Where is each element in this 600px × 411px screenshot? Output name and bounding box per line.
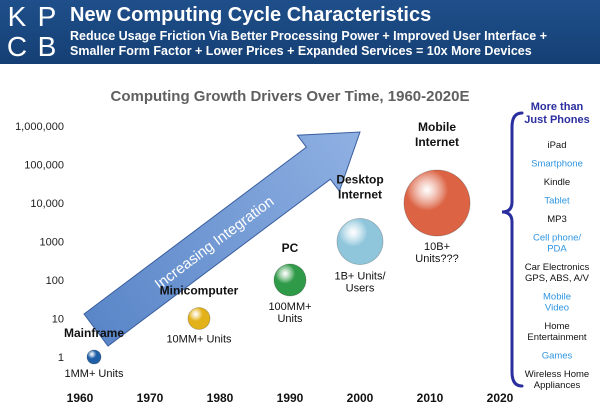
series-caption: 100MM+ Units bbox=[268, 301, 311, 325]
y-tick-label: 100,000 bbox=[24, 160, 64, 172]
page-subtitle: Reduce Usage Friction Via Better Process… bbox=[70, 29, 548, 58]
side-panel-item: Cell phone/PDA bbox=[533, 233, 581, 255]
y-tick-label: 1,000,000 bbox=[15, 121, 64, 133]
page-title: New Computing Cycle Characteristics bbox=[70, 4, 432, 26]
series-name: Minicomputer bbox=[160, 284, 239, 298]
series-caption: 1MM+ Units bbox=[65, 368, 124, 380]
side-panel-item: iPad bbox=[547, 140, 566, 151]
x-tick-label: 2010 bbox=[417, 391, 444, 405]
x-tick-label: 1960 bbox=[67, 391, 94, 405]
bubble-minicomputer bbox=[187, 307, 211, 330]
series-name: Mainframe bbox=[64, 326, 124, 340]
logo-letter: P bbox=[37, 1, 57, 32]
side-panel-heading: More than Just Phones bbox=[524, 101, 589, 126]
side-panel-item: Tablet bbox=[544, 196, 570, 207]
side-panel-item: Kindle bbox=[544, 177, 570, 188]
logo-letter: K bbox=[7, 1, 27, 32]
side-panel-item: Home Entertainment bbox=[527, 321, 587, 343]
kpcb-logo: K P C B bbox=[2, 2, 62, 62]
logo-letter: C bbox=[6, 31, 28, 62]
side-panel-item: Games bbox=[542, 351, 573, 362]
series-name: PC bbox=[282, 241, 299, 255]
chart-title: Computing Growth Drivers Over Time, 1960… bbox=[110, 88, 469, 105]
bubble-mobile-internet bbox=[403, 169, 471, 237]
y-tick-label: 10,000 bbox=[30, 198, 64, 210]
y-tick-label: 100 bbox=[46, 275, 64, 287]
arrow-shape bbox=[83, 131, 361, 347]
y-tick-label: 1 bbox=[58, 352, 64, 364]
side-panel-item: Wireless Home Appliances bbox=[525, 369, 589, 391]
series-caption: 10MM+ Units bbox=[166, 334, 232, 346]
side-panel-item: Car Electronics GPS, ABS, A/V bbox=[525, 262, 590, 284]
series-caption: 10B+ Units??? bbox=[415, 241, 458, 265]
side-panel-item: MP3 bbox=[547, 214, 567, 225]
x-tick-label: 2020 bbox=[487, 391, 514, 405]
arrow-label: Increasing Integration bbox=[152, 193, 278, 293]
series-caption: 1B+ Units/Users bbox=[334, 271, 386, 295]
x-tick-label: 2000 bbox=[347, 391, 374, 405]
integration-arrow: Increasing Integration bbox=[83, 131, 361, 347]
x-tick-label: 1980 bbox=[207, 391, 234, 405]
x-tick-label: 1990 bbox=[277, 391, 304, 405]
series-name: Mobile Internet bbox=[415, 120, 459, 149]
logo-letter: B bbox=[37, 31, 57, 62]
y-tick-label: 1000 bbox=[40, 237, 64, 249]
header-banner: K P C B New Computing Cycle Characterist… bbox=[0, 0, 600, 64]
bubble-pc bbox=[273, 263, 307, 297]
x-tick-label: 1970 bbox=[137, 391, 164, 405]
y-tick-label: 10 bbox=[52, 314, 64, 326]
side-panel-item: Smartphone bbox=[531, 159, 583, 170]
bubble-mainframe bbox=[86, 349, 102, 365]
side-bracket bbox=[501, 111, 524, 388]
bubble-desktop-internet bbox=[336, 218, 384, 265]
series-name: Desktop Internet bbox=[336, 173, 383, 202]
side-panel-item: Mobile Video bbox=[543, 292, 571, 314]
